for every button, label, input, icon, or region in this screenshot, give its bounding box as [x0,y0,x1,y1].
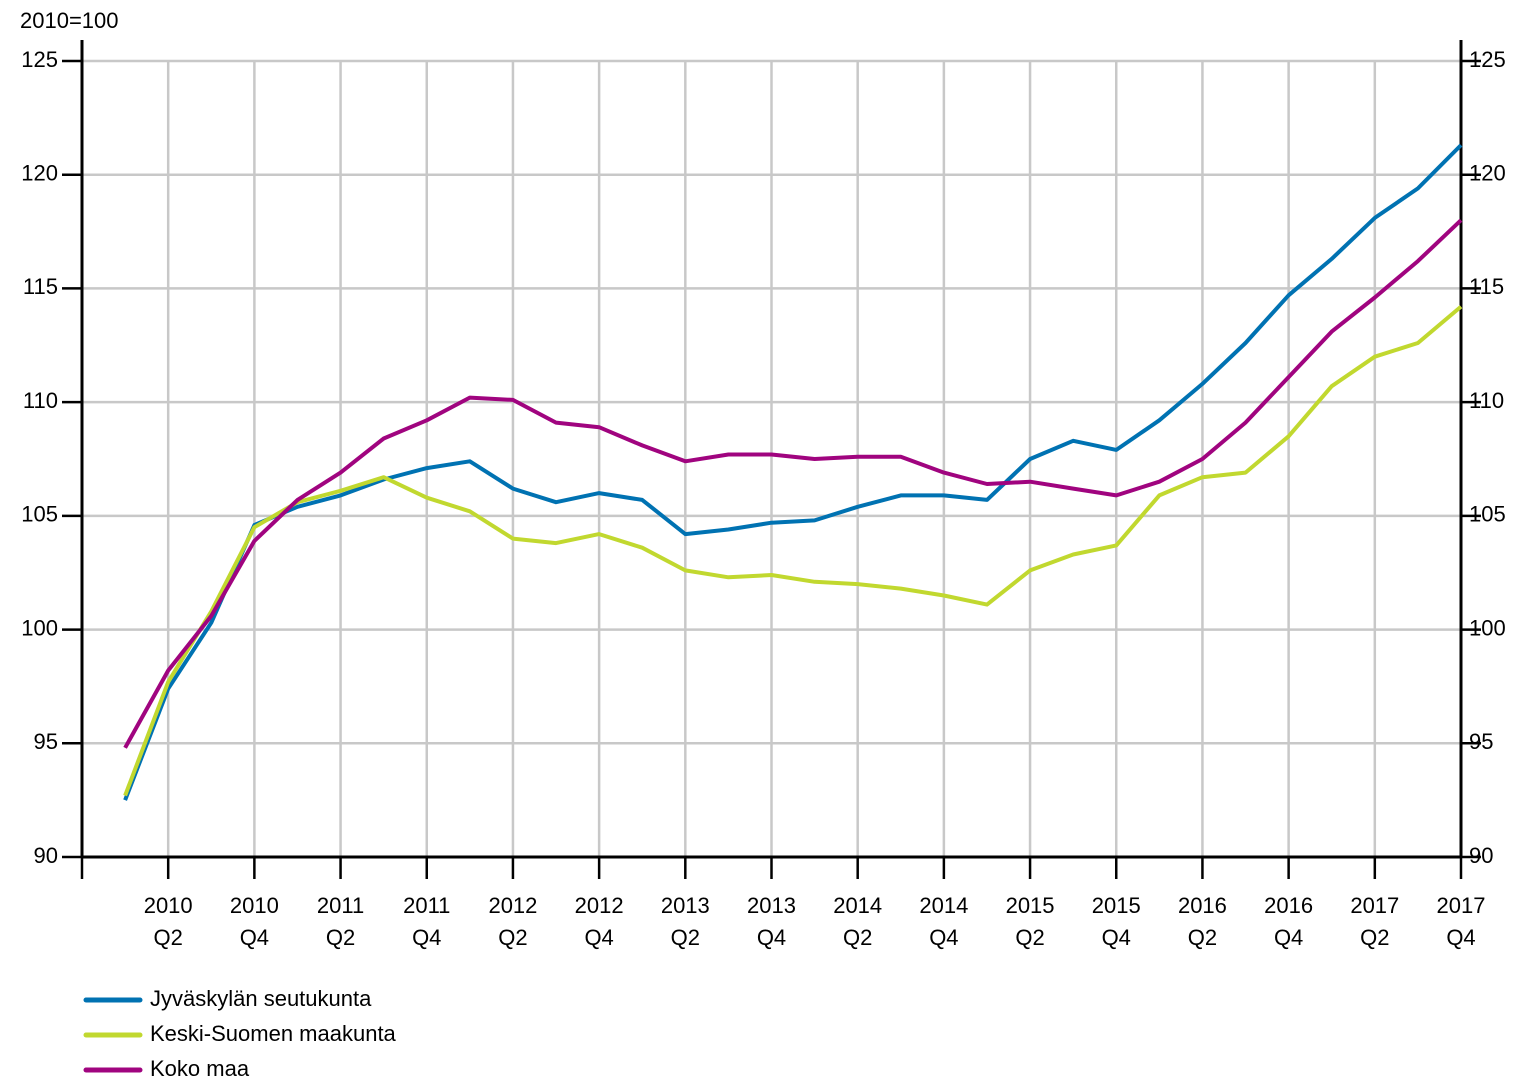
x-tick-label: 2015 Q4 [1092,893,1141,950]
x-tick-label: 2013 Q2 [661,893,710,950]
x-tick-label: 2017 Q4 [1437,893,1486,950]
x-tick-label: 2010 Q2 [144,893,193,950]
y-tick-label: 110 [23,388,58,413]
line [123,143,1463,801]
legend-label: Koko maa [150,1056,250,1081]
legend-label: Jyväskylän seutukunta [150,986,372,1011]
line [123,218,1463,749]
x-tick-label: 2012 Q4 [575,893,624,950]
y-tick-label: 105 [21,502,58,527]
x-tick-label: 2016 Q4 [1264,893,1313,950]
x-tick-label: 2011 Q4 [403,893,450,950]
y-tick-label: 90 [34,843,58,868]
y2-tick-label: 120 [1469,161,1506,186]
x-tick-label: 2014 Q4 [919,893,968,950]
y2-tick-label: 125 [1469,47,1506,72]
x-tick-label: 2017 Q2 [1350,893,1399,950]
x-tick-label: 2012 Q2 [488,893,537,950]
y2-tick-label: 110 [1469,388,1504,413]
line [123,305,1463,797]
x-tick-label: 2013 Q4 [747,893,796,950]
y-tick-label: 120 [21,161,58,186]
y2-tick-label: 100 [1469,615,1506,640]
y-tick-label: 115 [23,274,58,299]
legend-label: Keski-Suomen maakunta [150,1021,397,1046]
y2-tick-label: 105 [1469,502,1506,527]
x-tick-label: 2016 Q2 [1178,893,1227,950]
x-tick-label: 2015 Q2 [1006,893,1055,950]
y-tick-label: 125 [21,47,58,72]
unit-label: 2010=100 [20,8,119,33]
x-tick-label: 2014 Q2 [833,893,882,950]
y2-tick-label: 95 [1469,729,1493,754]
y2-tick-label: 115 [1469,274,1504,299]
x-tick-label: 2010 Q4 [230,893,279,950]
y-tick-label: 100 [21,615,58,640]
x-tick-label: 2011 Q2 [317,893,364,950]
y-tick-label: 95 [34,729,58,754]
y2-tick-label: 90 [1469,843,1493,868]
